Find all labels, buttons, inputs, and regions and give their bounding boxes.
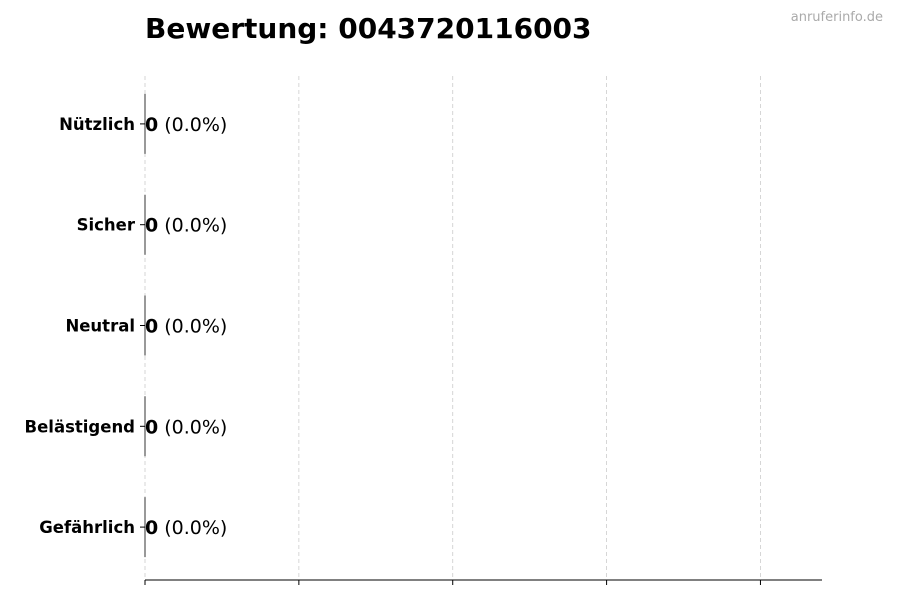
axes (140, 123, 822, 585)
value-label: 0 (145, 416, 158, 438)
labels: Nützlich 0 (0.0%) Sicher 0 (0.0%) Neutral 0 (0.0… (25, 114, 228, 539)
data-label: 0 (0.0%) (145, 316, 227, 338)
y-tick-label: Sicher (77, 216, 136, 235)
y-tick-label: Gefährlich (39, 518, 135, 537)
y-tick-label: Nützlich (59, 115, 135, 134)
watermark: anruferinfo.de (790, 10, 883, 25)
data-label: 0 (0.0%) (145, 517, 227, 539)
percent-label: (0.0%) (164, 316, 227, 338)
percent-label: (0.0%) (164, 215, 227, 237)
data-label: 0 (0.0%) (145, 215, 227, 237)
data-label: 0 (0.0%) (145, 114, 227, 136)
percent-label: (0.0%) (164, 114, 227, 136)
percent-label: (0.0%) (164, 517, 227, 539)
percent-label: (0.0%) (164, 416, 227, 438)
value-label: 0 (145, 517, 158, 539)
grid-lines (144, 76, 761, 580)
y-tick-label: Neutral (65, 317, 135, 336)
value-label: 0 (145, 114, 158, 136)
y-tick-label: Belästigend (25, 417, 135, 436)
value-label: 0 (145, 316, 158, 338)
data-label: 0 (0.0%) (145, 416, 227, 438)
value-label: 0 (145, 215, 158, 237)
chart-title: Bewertung: 0043720116003 (145, 12, 592, 45)
